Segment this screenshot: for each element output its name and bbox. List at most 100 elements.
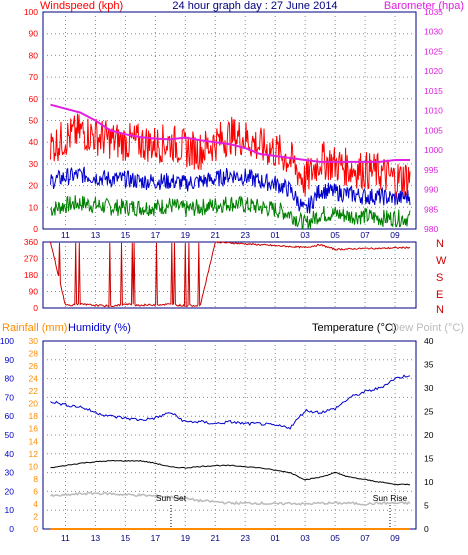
baro-y-tick: 995	[424, 165, 438, 175]
rain-y-tick: 14	[29, 436, 39, 446]
wind-x-tick: 03	[300, 230, 310, 240]
wind-y-tick: 20	[29, 181, 39, 191]
lower-x-tick: 09	[390, 533, 400, 543]
wind-speed-line	[50, 166, 411, 214]
direction-y-tick: 90	[29, 287, 39, 297]
wind-y-tick: 10	[29, 202, 39, 212]
lower-x-tick: 13	[91, 533, 101, 543]
temperature-y-tick: 0	[424, 524, 429, 534]
temperature-line	[50, 459, 410, 486]
lower-x-tick: 17	[151, 533, 161, 543]
lower-series-group	[50, 374, 411, 530]
windspeed-axis-label: Windspeed (kph)	[40, 0, 123, 12]
temperature-y-tick: 40	[424, 336, 434, 346]
barometer-line	[50, 103, 410, 163]
sunrise-label: Sun Rise	[373, 493, 408, 503]
wind-x-tick: 21	[211, 230, 221, 240]
wind-x-tick: 19	[181, 230, 191, 240]
humidity-y-tick: 90	[5, 355, 15, 365]
tick-labels: 0102030405060708090100980985990995100010…	[0, 7, 443, 543]
humidity-axis-label: Humidity (%)	[68, 322, 131, 334]
lower-x-tick: 19	[181, 533, 191, 543]
rain-y-tick: 2	[33, 511, 38, 521]
dewpoint-line	[50, 491, 411, 506]
humidity-y-tick: 20	[5, 486, 15, 496]
lower-x-tick: 03	[300, 533, 310, 543]
direction-label-w: W	[436, 255, 447, 267]
wind-direction-line	[50, 241, 411, 309]
rain-y-tick: 10	[29, 461, 39, 471]
lower-x-tick: 05	[330, 533, 340, 543]
lower-x-tick: 23	[240, 533, 250, 543]
rain-y-tick: 28	[29, 349, 39, 359]
rain-y-tick: 18	[29, 411, 39, 421]
temperature-y-tick: 5	[424, 501, 429, 511]
lower-x-tick: 15	[121, 533, 131, 543]
wind-x-tick: 11	[61, 230, 70, 240]
temperature-y-tick: 10	[424, 477, 434, 487]
direction-label-e: E	[436, 289, 443, 301]
temperature-y-tick: 15	[424, 454, 434, 464]
lower-x-tick: 11	[61, 533, 70, 543]
baro-y-tick: 1030	[424, 27, 443, 37]
temperature-axis-label: Temperature (°C)	[312, 322, 396, 334]
humidity-y-tick: 80	[5, 374, 15, 384]
baro-y-tick: 1015	[424, 86, 443, 96]
direction-label-n-top: N	[436, 238, 444, 250]
baro-y-tick: 980	[424, 224, 438, 234]
humidity-y-tick: 10	[5, 505, 15, 515]
rain-y-tick: 0	[33, 524, 38, 534]
humidity-y-tick: 30	[5, 468, 15, 478]
lower-x-tick: 07	[360, 533, 370, 543]
humidity-y-tick: 40	[5, 449, 15, 459]
baro-y-tick: 1020	[424, 66, 443, 76]
baro-y-tick: 1025	[424, 46, 443, 56]
rain-y-tick: 12	[29, 449, 39, 459]
temperature-y-tick: 30	[424, 383, 434, 393]
wind-x-tick: 13	[91, 230, 101, 240]
wind-y-tick: 90	[29, 29, 39, 39]
baro-y-tick: 985	[424, 204, 438, 214]
wind-x-tick: 15	[121, 230, 131, 240]
rain-y-tick: 16	[29, 424, 39, 434]
humidity-line	[50, 374, 411, 430]
wind-x-tick: 09	[390, 230, 400, 240]
direction-y-tick: 270	[24, 254, 38, 264]
humidity-y-tick: 100	[0, 336, 14, 346]
direction-series-group	[50, 241, 411, 309]
temperature-y-tick: 20	[424, 430, 434, 440]
wind-x-tick: 05	[330, 230, 340, 240]
dewpoint-axis-label: Dew Point (°C)	[391, 322, 464, 334]
baro-y-tick: 1010	[424, 106, 443, 116]
direction-panel-grid	[43, 242, 416, 308]
direction-y-tick: 360	[24, 237, 38, 247]
wind-y-tick: 0	[33, 224, 38, 234]
wind-y-tick: 70	[29, 72, 39, 82]
direction-label-s: S	[436, 272, 443, 284]
direction-y-tick: 180	[24, 270, 38, 280]
chart-title: 24 hour graph day : 27 June 2014	[172, 0, 337, 12]
lower-x-tick: 21	[211, 533, 221, 543]
humidity-y-tick: 60	[5, 411, 15, 421]
temperature-y-tick: 35	[424, 360, 434, 370]
baro-y-tick: 1035	[424, 7, 443, 17]
wind-y-tick: 40	[29, 137, 39, 147]
rain-y-tick: 24	[29, 374, 39, 384]
sunset-label: Sun Set	[156, 493, 187, 503]
wind-y-tick: 100	[24, 7, 38, 17]
baro-y-tick: 1000	[424, 145, 443, 155]
baro-y-tick: 990	[424, 185, 438, 195]
humidity-y-tick: 50	[5, 430, 15, 440]
humidity-y-tick: 0	[9, 524, 14, 534]
rain-y-tick: 30	[29, 336, 39, 346]
rain-y-tick: 20	[29, 399, 39, 409]
wind-y-tick: 50	[29, 116, 39, 126]
wind-min-line	[50, 195, 411, 231]
rain-y-tick: 26	[29, 361, 39, 371]
rain-y-tick: 6	[33, 486, 38, 496]
rainfall-axis-label: Rainfall (mm)	[2, 322, 67, 334]
direction-label-n-bottom: N	[436, 304, 444, 316]
